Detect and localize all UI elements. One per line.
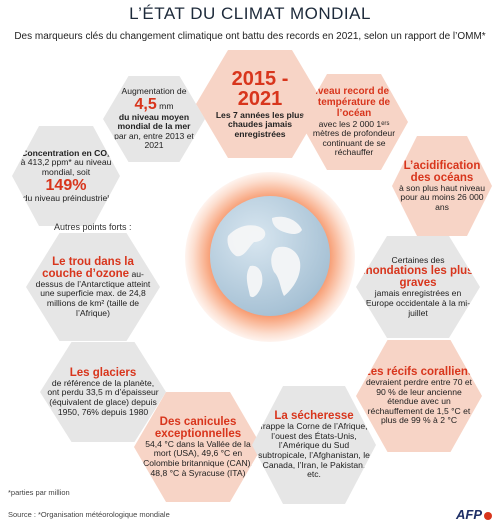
afp-logo: AFP <box>456 507 492 522</box>
drought-card: La sécheresse frappe la Corne de l’Afriq… <box>252 386 376 504</box>
reefs-text: devraient perdre entre 70 et 90 % de leu… <box>365 376 473 426</box>
drought-text: frappe la Corne de l’Afrique, l’ouest de… <box>258 421 370 480</box>
source-text: Source : *Organisation météorologique mo… <box>8 510 170 519</box>
acidification-text: à son plus haut niveau pour au moins 26 … <box>398 182 485 212</box>
others-label: Autres points forts : <box>54 222 132 232</box>
sea-level-bold: du niveau moyen mondial de la mer <box>117 111 191 132</box>
heatwaves-text: 54,4 °C dans la Vallée de la mort (USA),… <box>143 438 253 478</box>
page-title: L’ÉTAT DU CLIMAT MONDIAL <box>129 4 371 23</box>
footnote-ppm: *parties par million <box>8 488 70 497</box>
ozone-title: Le trou dans la couche d’ozone <box>42 255 134 280</box>
ozone-text: au-dessus de l’Antarctique atteint une s… <box>35 268 151 318</box>
co2-text: à 413,2 ppm* au niveau mondial, soit <box>20 157 112 177</box>
afp-logo-text: AFP <box>456 507 482 522</box>
years-headline-2: 2021 <box>237 87 283 110</box>
co2-card: Concentration en CO₂ à 413,2 ppm* au niv… <box>12 126 120 226</box>
years-card: 2015 - 2021 Les 7 années les plus chaude… <box>196 50 324 158</box>
page-subtitle: Des marqueurs clés du changement climati… <box>14 31 486 42</box>
floods-title: inondations les plus graves <box>362 265 474 290</box>
drought-title: La sécheresse <box>274 410 354 423</box>
co2-title: Concentration en CO₂ <box>21 147 111 158</box>
ocean-heat-card: Niveau record de la température de l’océ… <box>300 74 408 170</box>
co2-text-2: du niveau préindustriel <box>22 192 110 203</box>
sea-level-text: par an, entre 2013 et 2021 <box>114 130 194 151</box>
floods-text-2: jamais enregistrées en Europe occidental… <box>365 288 471 318</box>
floods-text-1: Certaines des <box>391 254 445 265</box>
reefs-card: Les récifs coralliens devraient perdre e… <box>356 340 482 452</box>
co2-value: 149% <box>45 176 87 194</box>
acidification-card: L’acidification des océans à son plus ha… <box>392 136 492 236</box>
sea-level-value: 4,5 <box>134 95 157 113</box>
sea-level-card: Augmentation de 4,5 mm du niveau moyen m… <box>103 76 205 162</box>
glaciers-title: Les glaciers <box>69 366 137 379</box>
afp-dot-icon <box>484 511 492 520</box>
years-headline: 2015 - <box>231 67 289 90</box>
heatwaves-card: Des canicules exceptionnelles 54,4 °C da… <box>134 392 262 502</box>
reefs-title: Les récifs coralliens <box>363 365 475 378</box>
ocean-heat-title: Niveau record de la température de l’océ… <box>307 85 401 120</box>
floods-card: Certaines des inondations les plus grave… <box>356 236 480 338</box>
ozone-card: Le trou dans la couche d’ozone au-dessus… <box>26 233 160 341</box>
glaciers-text: de référence de la planète, ont perdu 33… <box>47 377 159 417</box>
sea-level-intro: Augmentation de <box>121 85 187 96</box>
years-text: Les 7 années les plus chaudes jamais enr… <box>215 109 305 139</box>
acidification-title: L’acidification des océans <box>403 159 481 184</box>
heatwaves-title: Des canicules exceptionnelles <box>154 415 242 440</box>
ocean-heat-text: avec les 2 000 1ᵉʳˢ mètres de profondeur… <box>312 118 396 158</box>
globe-image <box>210 196 330 316</box>
sea-level-unit: mm <box>159 100 174 111</box>
